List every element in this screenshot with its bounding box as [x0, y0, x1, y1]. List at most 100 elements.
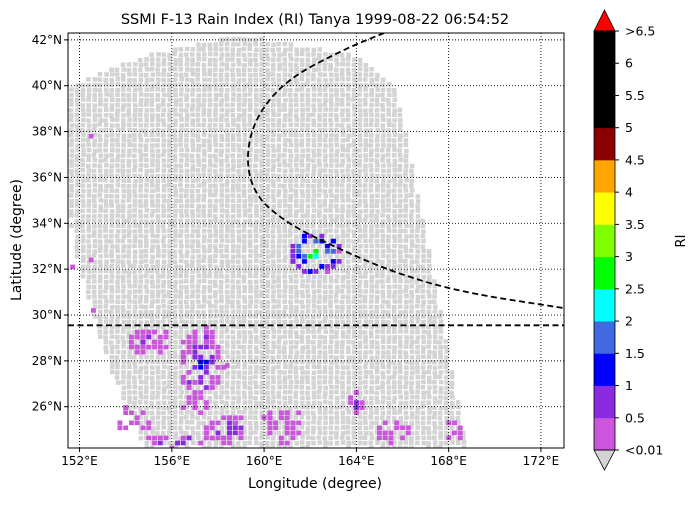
swath-pixel — [335, 179, 340, 183]
swath-pixel — [173, 134, 178, 138]
swath-pixel — [317, 148, 322, 152]
swath-pixel — [202, 57, 207, 61]
swath-pixel — [81, 88, 86, 92]
swath-pixel — [328, 380, 333, 384]
swath-pixel — [150, 229, 155, 233]
swath-pixel — [346, 83, 351, 87]
swath-pixel — [352, 375, 357, 379]
swath-pixel — [98, 138, 103, 142]
swath-pixel — [132, 219, 137, 223]
y-tick-label: 26°N — [32, 400, 62, 414]
swath-pixel — [219, 93, 224, 97]
swath-pixel — [439, 335, 444, 339]
swath-pixel — [190, 260, 195, 264]
swath-pixel — [237, 148, 242, 152]
swath-pixel — [323, 199, 328, 203]
swath-pixel — [98, 78, 103, 82]
swath-pixel — [427, 385, 432, 389]
swath-pixel — [300, 189, 305, 193]
rain-pixel — [389, 441, 394, 446]
swath-pixel — [225, 47, 230, 51]
swath-pixel — [155, 168, 160, 172]
swath-pixel — [237, 370, 242, 374]
swath-pixel — [323, 370, 328, 374]
swath-pixel — [289, 188, 294, 192]
swath-pixel — [161, 319, 166, 323]
swath-pixel — [259, 350, 264, 354]
swath-pixel — [225, 329, 230, 333]
swath-pixel — [254, 88, 259, 92]
swath-pixel — [202, 149, 207, 153]
swath-pixel — [277, 329, 282, 333]
swath-pixel — [397, 148, 402, 152]
swath-pixel — [323, 158, 328, 162]
swath-pixel — [381, 78, 386, 82]
swath-pixel — [358, 280, 363, 284]
swath-pixel — [323, 154, 328, 158]
swath-pixel — [299, 204, 304, 208]
swath-pixel — [386, 320, 391, 324]
swath-pixel — [213, 112, 218, 116]
swath-pixel — [190, 189, 195, 193]
swath-pixel — [347, 375, 352, 379]
swath-pixel — [162, 395, 167, 399]
swath-pixel — [387, 88, 392, 92]
swath-pixel — [369, 93, 374, 97]
swath-pixel — [178, 274, 183, 278]
swath-pixel — [341, 295, 346, 299]
swath-pixel — [225, 97, 230, 101]
swath-pixel — [300, 305, 305, 309]
swath-pixel — [92, 169, 97, 173]
swath-pixel — [75, 239, 80, 243]
swath-pixel — [260, 300, 265, 304]
swath-pixel — [179, 169, 184, 173]
swath-pixel — [104, 254, 109, 258]
swath-pixel — [173, 214, 178, 218]
swath-pixel — [156, 163, 161, 167]
swath-pixel — [242, 315, 247, 319]
swath-pixel — [271, 204, 276, 208]
swath-pixel — [110, 72, 115, 76]
swath-pixel — [167, 395, 172, 399]
swath-pixel — [237, 330, 242, 334]
swath-pixel — [190, 244, 195, 248]
swath-pixel — [139, 436, 144, 440]
swath-pixel — [127, 209, 132, 213]
swath-pixel — [178, 249, 183, 253]
swath-pixel — [121, 199, 126, 203]
swath-pixel — [375, 153, 380, 157]
swath-pixel — [387, 390, 392, 394]
swath-pixel — [265, 143, 270, 147]
swath-pixel — [98, 260, 103, 264]
swath-pixel — [110, 143, 115, 147]
swath-pixel — [225, 319, 230, 323]
swath-pixel — [358, 289, 363, 293]
swath-pixel — [306, 415, 311, 419]
swath-pixel — [346, 53, 351, 57]
swath-pixel — [115, 300, 120, 304]
swath-pixel — [69, 188, 74, 192]
swath-pixel — [347, 371, 352, 375]
swath-pixel — [421, 391, 426, 395]
swath-pixel — [415, 410, 420, 414]
swath-pixel — [139, 163, 144, 167]
swath-pixel — [139, 260, 144, 264]
swath-pixel — [288, 88, 293, 92]
swath-pixel — [380, 224, 385, 228]
swath-pixel — [311, 320, 316, 324]
swath-pixel — [99, 118, 104, 122]
swath-pixel — [398, 118, 403, 122]
swath-pixel — [144, 173, 149, 177]
swath-pixel — [392, 118, 397, 122]
swath-pixel — [335, 274, 340, 278]
swath-pixel — [265, 350, 270, 354]
swath-pixel — [173, 158, 178, 162]
swath-pixel — [213, 280, 218, 284]
swath-pixel — [329, 385, 334, 389]
swath-pixel — [398, 305, 403, 309]
swath-pixel — [173, 305, 178, 309]
swath-pixel — [74, 168, 79, 172]
swath-pixel — [363, 168, 368, 172]
swath-pixel — [213, 214, 218, 218]
swath-pixel — [421, 416, 426, 420]
